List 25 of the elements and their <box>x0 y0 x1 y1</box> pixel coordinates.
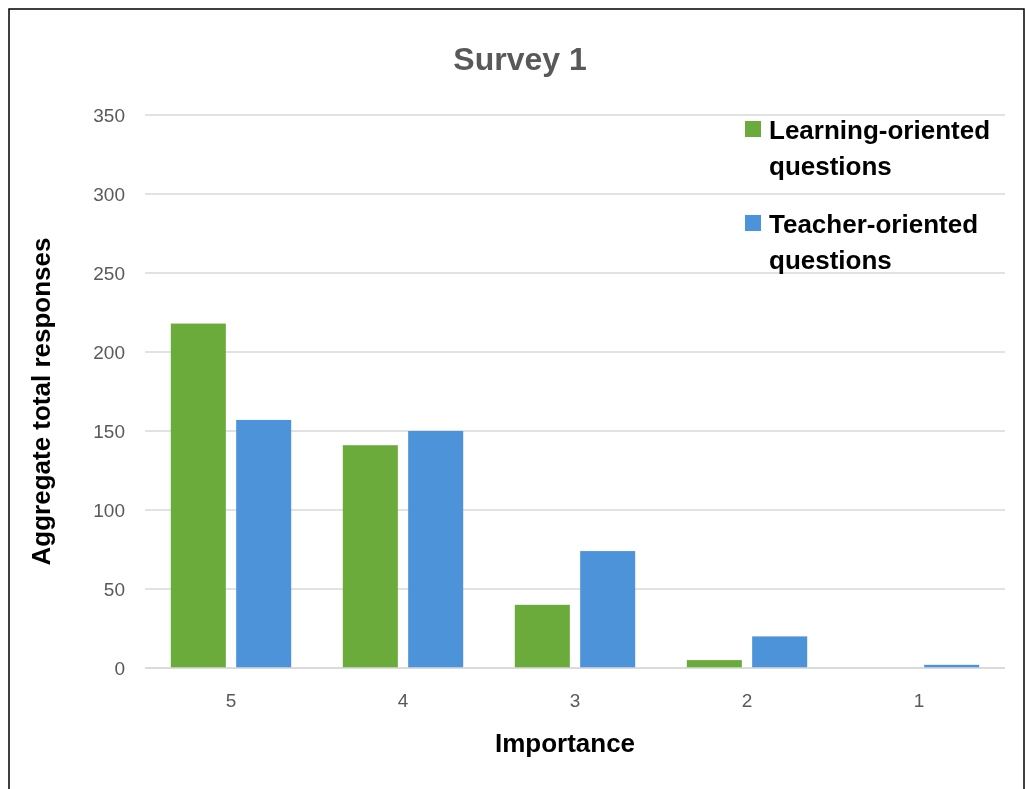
y-tick-label: 300 <box>93 183 125 205</box>
bar <box>236 419 292 668</box>
y-tick-label: 200 <box>93 341 125 363</box>
bar <box>342 445 398 668</box>
bar <box>170 323 226 668</box>
y-tick-label: 0 <box>114 657 125 679</box>
x-axis-title: Importance <box>494 728 636 758</box>
y-tick-label: 100 <box>93 499 125 521</box>
bar <box>752 636 808 668</box>
x-tick-label: 4 <box>397 689 409 711</box>
legend-label: Learning-oriented questions <box>769 115 991 182</box>
y-tick-label: 250 <box>93 262 125 284</box>
y-tick-label: 50 <box>103 578 125 600</box>
chart-title: Survey 1 <box>453 41 587 77</box>
legend-label: Teacher-oriented questions <box>769 209 979 276</box>
x-tick-label: 1 <box>913 689 925 711</box>
y-axis-title: Aggregate total responses <box>26 237 56 566</box>
bar <box>580 551 636 668</box>
bar <box>408 431 464 668</box>
x-tick-label: 3 <box>569 689 581 711</box>
x-tick-label: 2 <box>741 689 753 711</box>
bar <box>514 604 570 668</box>
y-tick-label: 350 <box>93 104 125 126</box>
x-tick-label: 5 <box>225 689 237 711</box>
y-tick-label: 150 <box>93 420 125 442</box>
